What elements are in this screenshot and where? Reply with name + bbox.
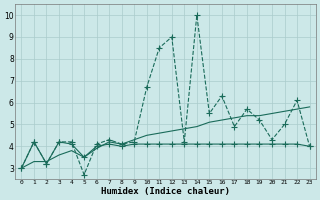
X-axis label: Humidex (Indice chaleur): Humidex (Indice chaleur) bbox=[101, 187, 230, 196]
